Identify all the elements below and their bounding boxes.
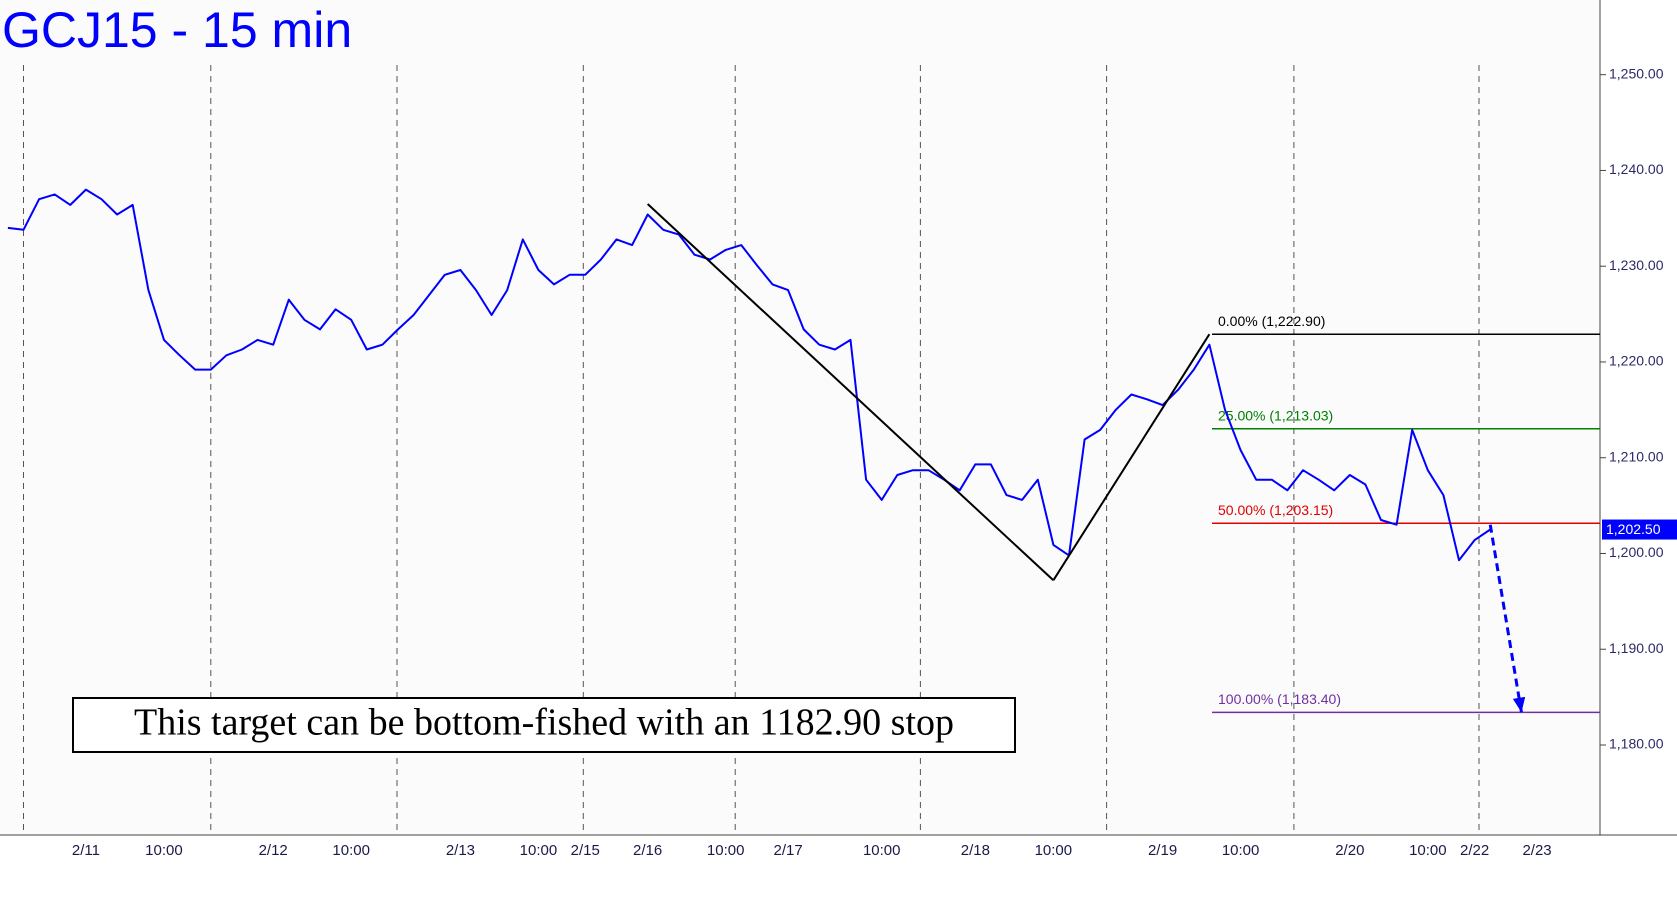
y-tick-label: 1,190.00 <box>1609 640 1664 656</box>
x-tick-label: 2/20 <box>1335 842 1364 859</box>
annotation: This target can be bottom-fished with an… <box>134 702 954 744</box>
x-tick-label: 10:00 <box>145 842 183 859</box>
y-tick-label: 1,210.00 <box>1609 448 1664 464</box>
fib-label: 50.00% (1,203.15) <box>1218 502 1333 518</box>
projection-arrow <box>1488 524 1523 713</box>
y-tick-label: 1,250.00 <box>1609 65 1664 81</box>
x-tick-label: 10:00 <box>707 842 745 859</box>
fib-label: 0.00% (1,222.90) <box>1218 313 1325 329</box>
x-tick-label: 2/17 <box>773 842 802 859</box>
x-tick-label: 2/13 <box>446 842 475 859</box>
y-tick-label: 1,240.00 <box>1609 161 1664 177</box>
pattern-line <box>646 203 1055 582</box>
y-tick-label: 1,230.00 <box>1609 257 1664 273</box>
price-line <box>7 188 1491 562</box>
x-tick-label: 2/15 <box>571 842 600 859</box>
x-tick-label: 10:00 <box>1222 842 1260 859</box>
x-tick-label: 10:00 <box>520 842 558 859</box>
x-tick-label: 10:00 <box>1035 842 1073 859</box>
x-tick-label: 2/16 <box>633 842 662 859</box>
fib-label: 100.00% (1,183.40) <box>1218 691 1341 707</box>
x-tick-label: 2/11 <box>72 842 100 859</box>
pattern-line <box>1052 333 1211 581</box>
fib-label: 25.00% (1,213.03) <box>1218 407 1333 423</box>
chart-title: GCJ15 - 15 min <box>2 2 352 58</box>
x-tick-label: 10:00 <box>332 842 370 859</box>
x-tick-label: 2/19 <box>1148 842 1177 859</box>
x-tick-label: 10:00 <box>1409 842 1447 859</box>
y-tick-label: 1,180.00 <box>1609 736 1664 752</box>
x-tick-label: 2/22 <box>1460 842 1489 859</box>
x-tick-label: 10:00 <box>863 842 901 859</box>
x-tick-label: 2/23 <box>1522 842 1551 859</box>
projection-arrowhead <box>1512 696 1526 713</box>
plot-area <box>0 0 1600 835</box>
x-tick-label: 2/18 <box>961 842 990 859</box>
annotation-box <box>72 697 1016 753</box>
y-tick-label: 1,220.00 <box>1609 353 1664 369</box>
x-tick-label: 2/12 <box>259 842 288 859</box>
last-price-label: 1,202.50 <box>1606 521 1661 537</box>
last-price-tag <box>1602 519 1677 540</box>
y-tick-label: 1,200.00 <box>1609 544 1664 560</box>
